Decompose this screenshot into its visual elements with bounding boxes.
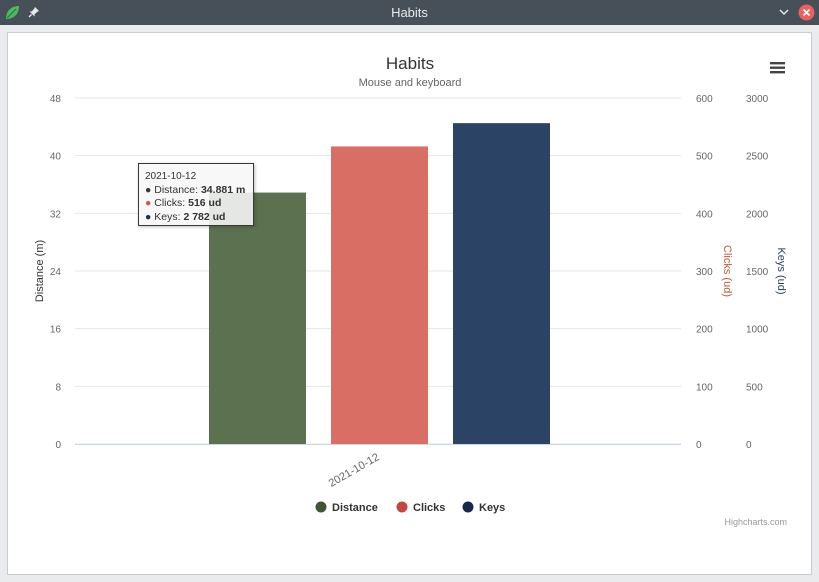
chart-container: Habits Mouse and keyboard 0 8 16 24 32 40 48 0 1…: [16, 41, 803, 567]
close-icon[interactable]: [798, 4, 815, 21]
legend-symbol: [315, 501, 327, 513]
y-tick-label-keys: 1500: [746, 267, 769, 278]
axis-titles: Distance (m) Clicks (ud) Keys (ud): [34, 240, 787, 302]
chart-subtitle: Mouse and keyboard: [359, 77, 462, 89]
y-tick-label-keys: 1000: [746, 325, 769, 336]
tooltip-dot-clicks: ●: [145, 197, 152, 209]
axis-title-distance: Distance (m): [34, 240, 46, 302]
y-tick-label-clicks: 400: [696, 209, 713, 220]
window-titlebar: Habits: [0, 0, 819, 25]
y-tick-label-clicks: 100: [696, 382, 713, 393]
y-tick-label-distance: 0: [55, 440, 61, 451]
y-tick-label-distance: 8: [55, 382, 61, 393]
y-tick-label-clicks: 500: [696, 152, 713, 163]
legend-item-clicks[interactable]: Clicks: [396, 501, 446, 515]
legend-label: Distance: [332, 502, 378, 514]
legend-label: Keys: [479, 502, 505, 514]
bar-clicks[interactable]: [331, 146, 428, 444]
credits-link[interactable]: Highcharts.com: [724, 517, 787, 527]
y-tick-label-clicks: 200: [696, 325, 713, 336]
window-title: Habits: [391, 5, 428, 20]
y-tick-label-keys: 500: [746, 382, 763, 393]
hamburger-menu-icon[interactable]: [770, 62, 785, 74]
bar-keys[interactable]: [453, 123, 550, 444]
y-tick-label-distance: 16: [50, 325, 62, 336]
bar-distance[interactable]: [209, 192, 306, 444]
y-tick-label-clicks: 600: [696, 94, 713, 105]
axis-title-keys: Keys (ud): [775, 247, 787, 294]
pin-icon[interactable]: [28, 6, 40, 18]
chart-svg: Habits Mouse and keyboard 0 8 16 24 32 40 48 0 1…: [34, 54, 787, 527]
axis-title-clicks: Clicks (ud): [721, 245, 733, 297]
y-tick-label-keys: 3000: [746, 94, 769, 105]
tooltip-header: 2021-10-12: [145, 171, 197, 182]
chevron-down-icon[interactable]: [778, 7, 790, 17]
y-tick-label-keys: 0: [746, 440, 752, 451]
legend-symbol: [462, 501, 474, 513]
y-tick-label-distance: 32: [50, 209, 62, 220]
tooltip-dot-keys: ●: [145, 210, 152, 223]
y-tick-label-keys: 2500: [746, 152, 769, 163]
legend-item-distance[interactable]: Distance: [315, 501, 378, 515]
y-tick-label-distance: 48: [50, 94, 62, 105]
y-tick-label-clicks: 300: [696, 267, 713, 278]
menu-button[interactable]: [770, 62, 785, 74]
y-tick-label-clicks: 0: [696, 440, 702, 451]
tooltip: 2021-10-12 ● Distance: 34.881 m ● Clicks…: [138, 163, 254, 226]
tooltip-dot-distance: ●: [145, 183, 152, 196]
y-tick-label-keys: 2000: [746, 209, 769, 220]
legend-label: Clicks: [413, 502, 445, 514]
bars: [209, 123, 550, 444]
leaf-icon: [6, 6, 19, 19]
legend[interactable]: Distance Clicks Keys: [315, 501, 506, 515]
y-tick-label-distance: 40: [50, 152, 62, 163]
tooltip-row-clicks: ● Clicks: 516 ud: [145, 197, 222, 209]
y-tick-label-distance: 24: [50, 267, 62, 278]
tooltip-row-distance: ● Distance: 34.881 m: [145, 183, 246, 196]
x-tick-label: 2021-10-12: [327, 451, 382, 490]
tick-labels: 0 8 16 24 32 40 48 0 100 200 300 400 500 600 0 500 1000 1…: [50, 94, 769, 451]
legend-symbol: [396, 501, 408, 513]
tooltip-row-keys: ● Keys: 2 782 ud: [145, 210, 226, 223]
chart-title: Habits: [386, 54, 434, 73]
legend-item-keys[interactable]: Keys: [462, 501, 506, 515]
